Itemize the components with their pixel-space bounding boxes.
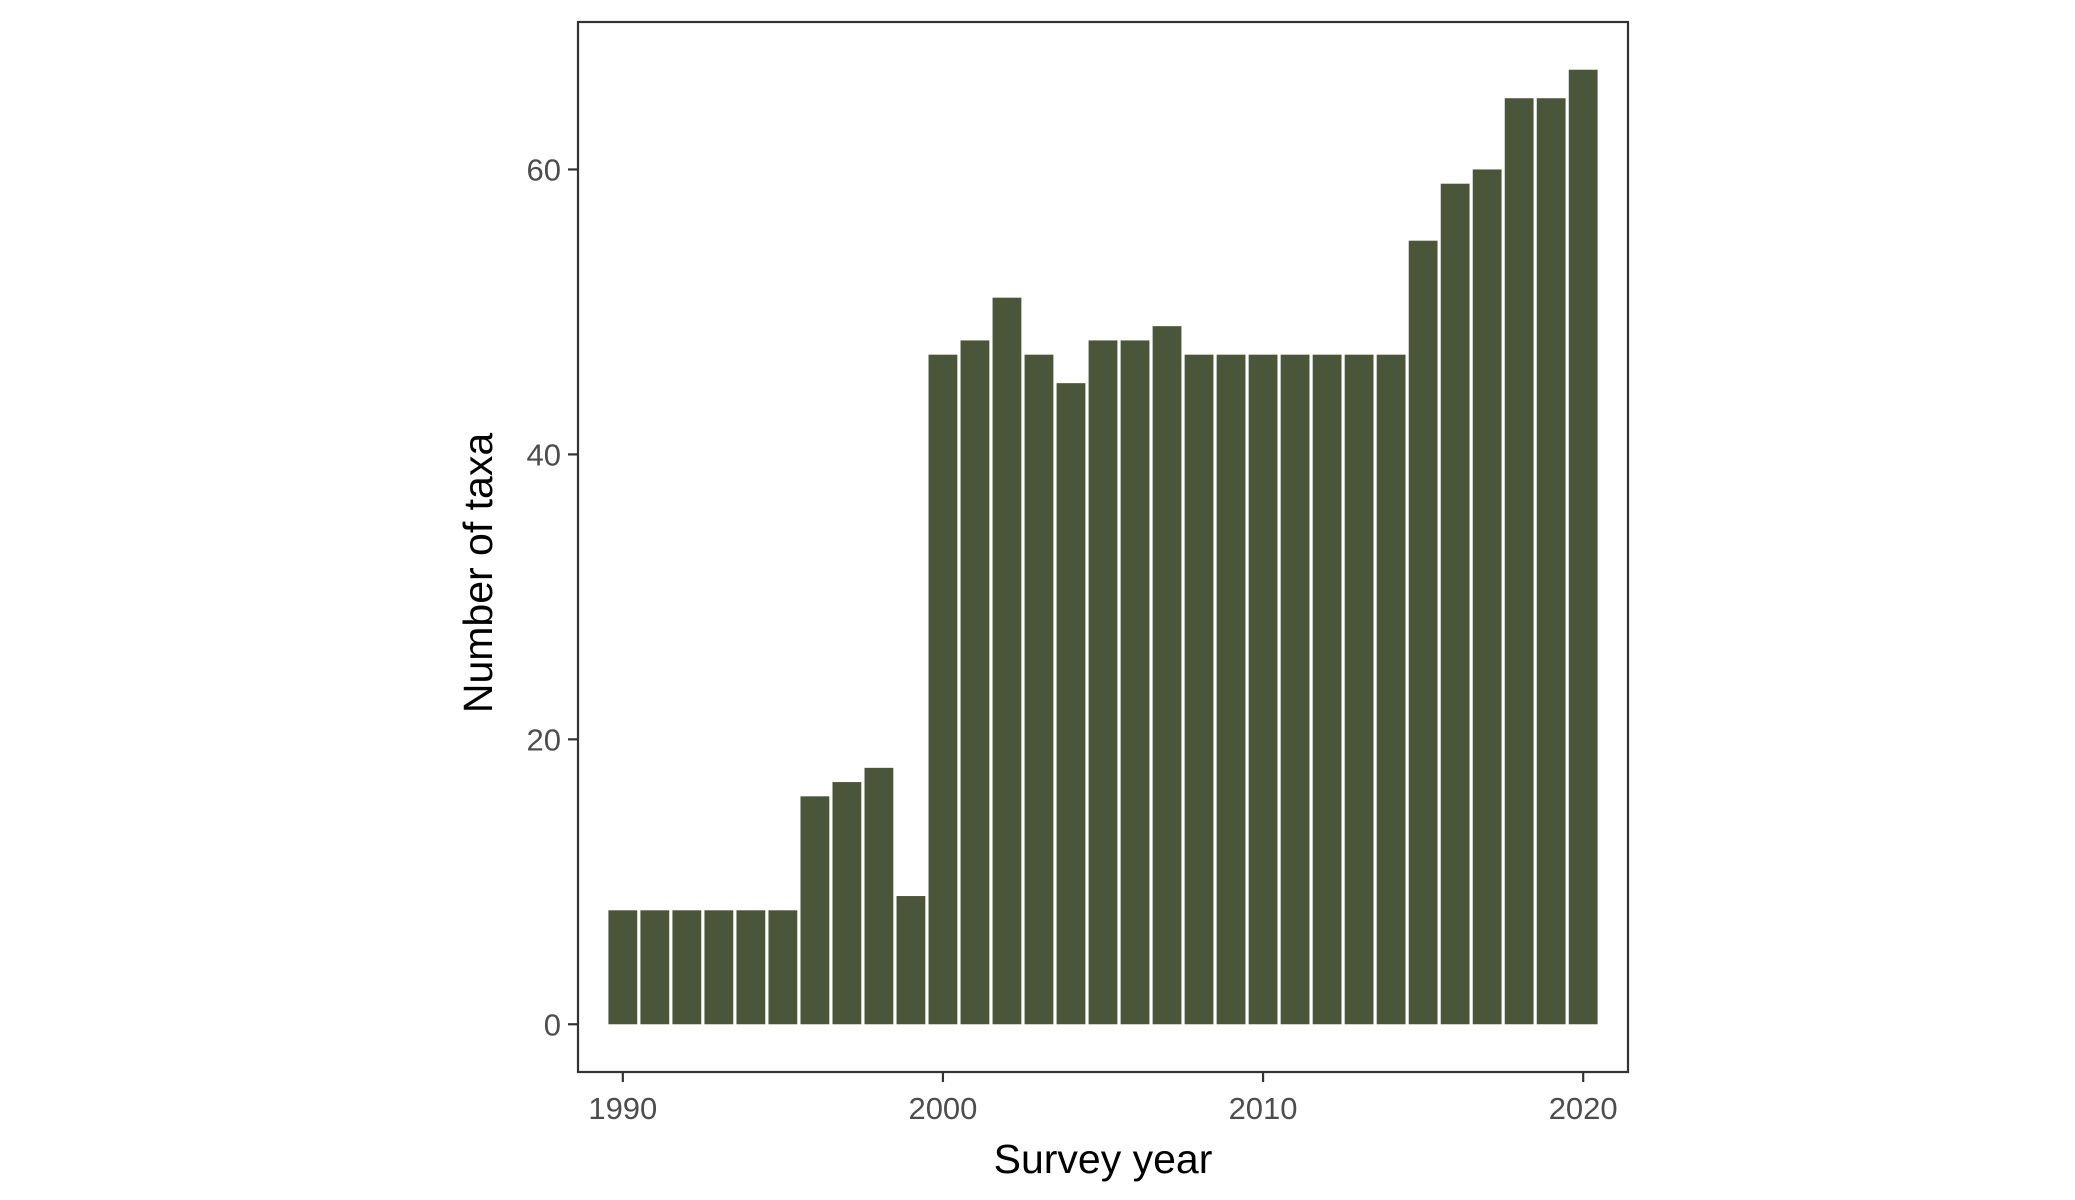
bar-1998 bbox=[864, 767, 894, 1025]
bar-1993 bbox=[704, 910, 734, 1025]
x-axis-title: Survey year bbox=[994, 1136, 1213, 1182]
bar-2018 bbox=[1504, 98, 1534, 1025]
bar-1994 bbox=[736, 910, 766, 1025]
y-tick-label: 40 bbox=[527, 437, 561, 472]
bars-group bbox=[608, 69, 1598, 1025]
bar-2015 bbox=[1408, 240, 1438, 1025]
bar-2010 bbox=[1248, 354, 1278, 1025]
x-tick-label: 1990 bbox=[588, 1091, 657, 1126]
bar-2007 bbox=[1152, 326, 1182, 1025]
bar-2005 bbox=[1088, 340, 1118, 1025]
x-axis: 1990 2000 2010 2020 bbox=[588, 1072, 1618, 1126]
bar-2020 bbox=[1568, 69, 1598, 1025]
bar-2002 bbox=[992, 297, 1022, 1025]
bar-2013 bbox=[1344, 354, 1374, 1025]
bar-2000 bbox=[928, 354, 958, 1025]
bar-2014 bbox=[1376, 354, 1406, 1025]
plot-panel-border bbox=[576, 20, 1630, 1074]
bar-1992 bbox=[672, 910, 702, 1025]
x-tick-label: 2010 bbox=[1229, 1091, 1298, 1126]
bar-2016 bbox=[1440, 183, 1470, 1025]
bar-2019 bbox=[1536, 98, 1566, 1025]
bar-1990 bbox=[608, 910, 638, 1025]
y-axis-title: Number of taxa bbox=[455, 433, 501, 713]
bar-2011 bbox=[1280, 354, 1310, 1025]
bar-2008 bbox=[1184, 354, 1214, 1025]
bar-2009 bbox=[1216, 354, 1246, 1025]
x-tick-label: 2000 bbox=[908, 1091, 977, 1126]
bar-2006 bbox=[1120, 340, 1150, 1025]
y-axis: 0 20 40 60 bbox=[527, 152, 578, 1042]
bar-2001 bbox=[960, 340, 990, 1025]
y-tick-label: 60 bbox=[527, 152, 561, 187]
bar-1997 bbox=[832, 782, 862, 1025]
bar-1996 bbox=[800, 796, 830, 1025]
bar-1991 bbox=[640, 910, 670, 1025]
bar-1999 bbox=[896, 896, 926, 1025]
y-tick-label: 20 bbox=[527, 722, 561, 757]
bar-1995 bbox=[768, 910, 798, 1025]
bar-2004 bbox=[1056, 383, 1086, 1025]
x-tick-label: 2020 bbox=[1549, 1091, 1618, 1126]
bar-2003 bbox=[1024, 354, 1054, 1025]
y-tick-label: 0 bbox=[544, 1007, 561, 1042]
bar-2012 bbox=[1312, 354, 1342, 1025]
bar-2017 bbox=[1472, 169, 1502, 1025]
